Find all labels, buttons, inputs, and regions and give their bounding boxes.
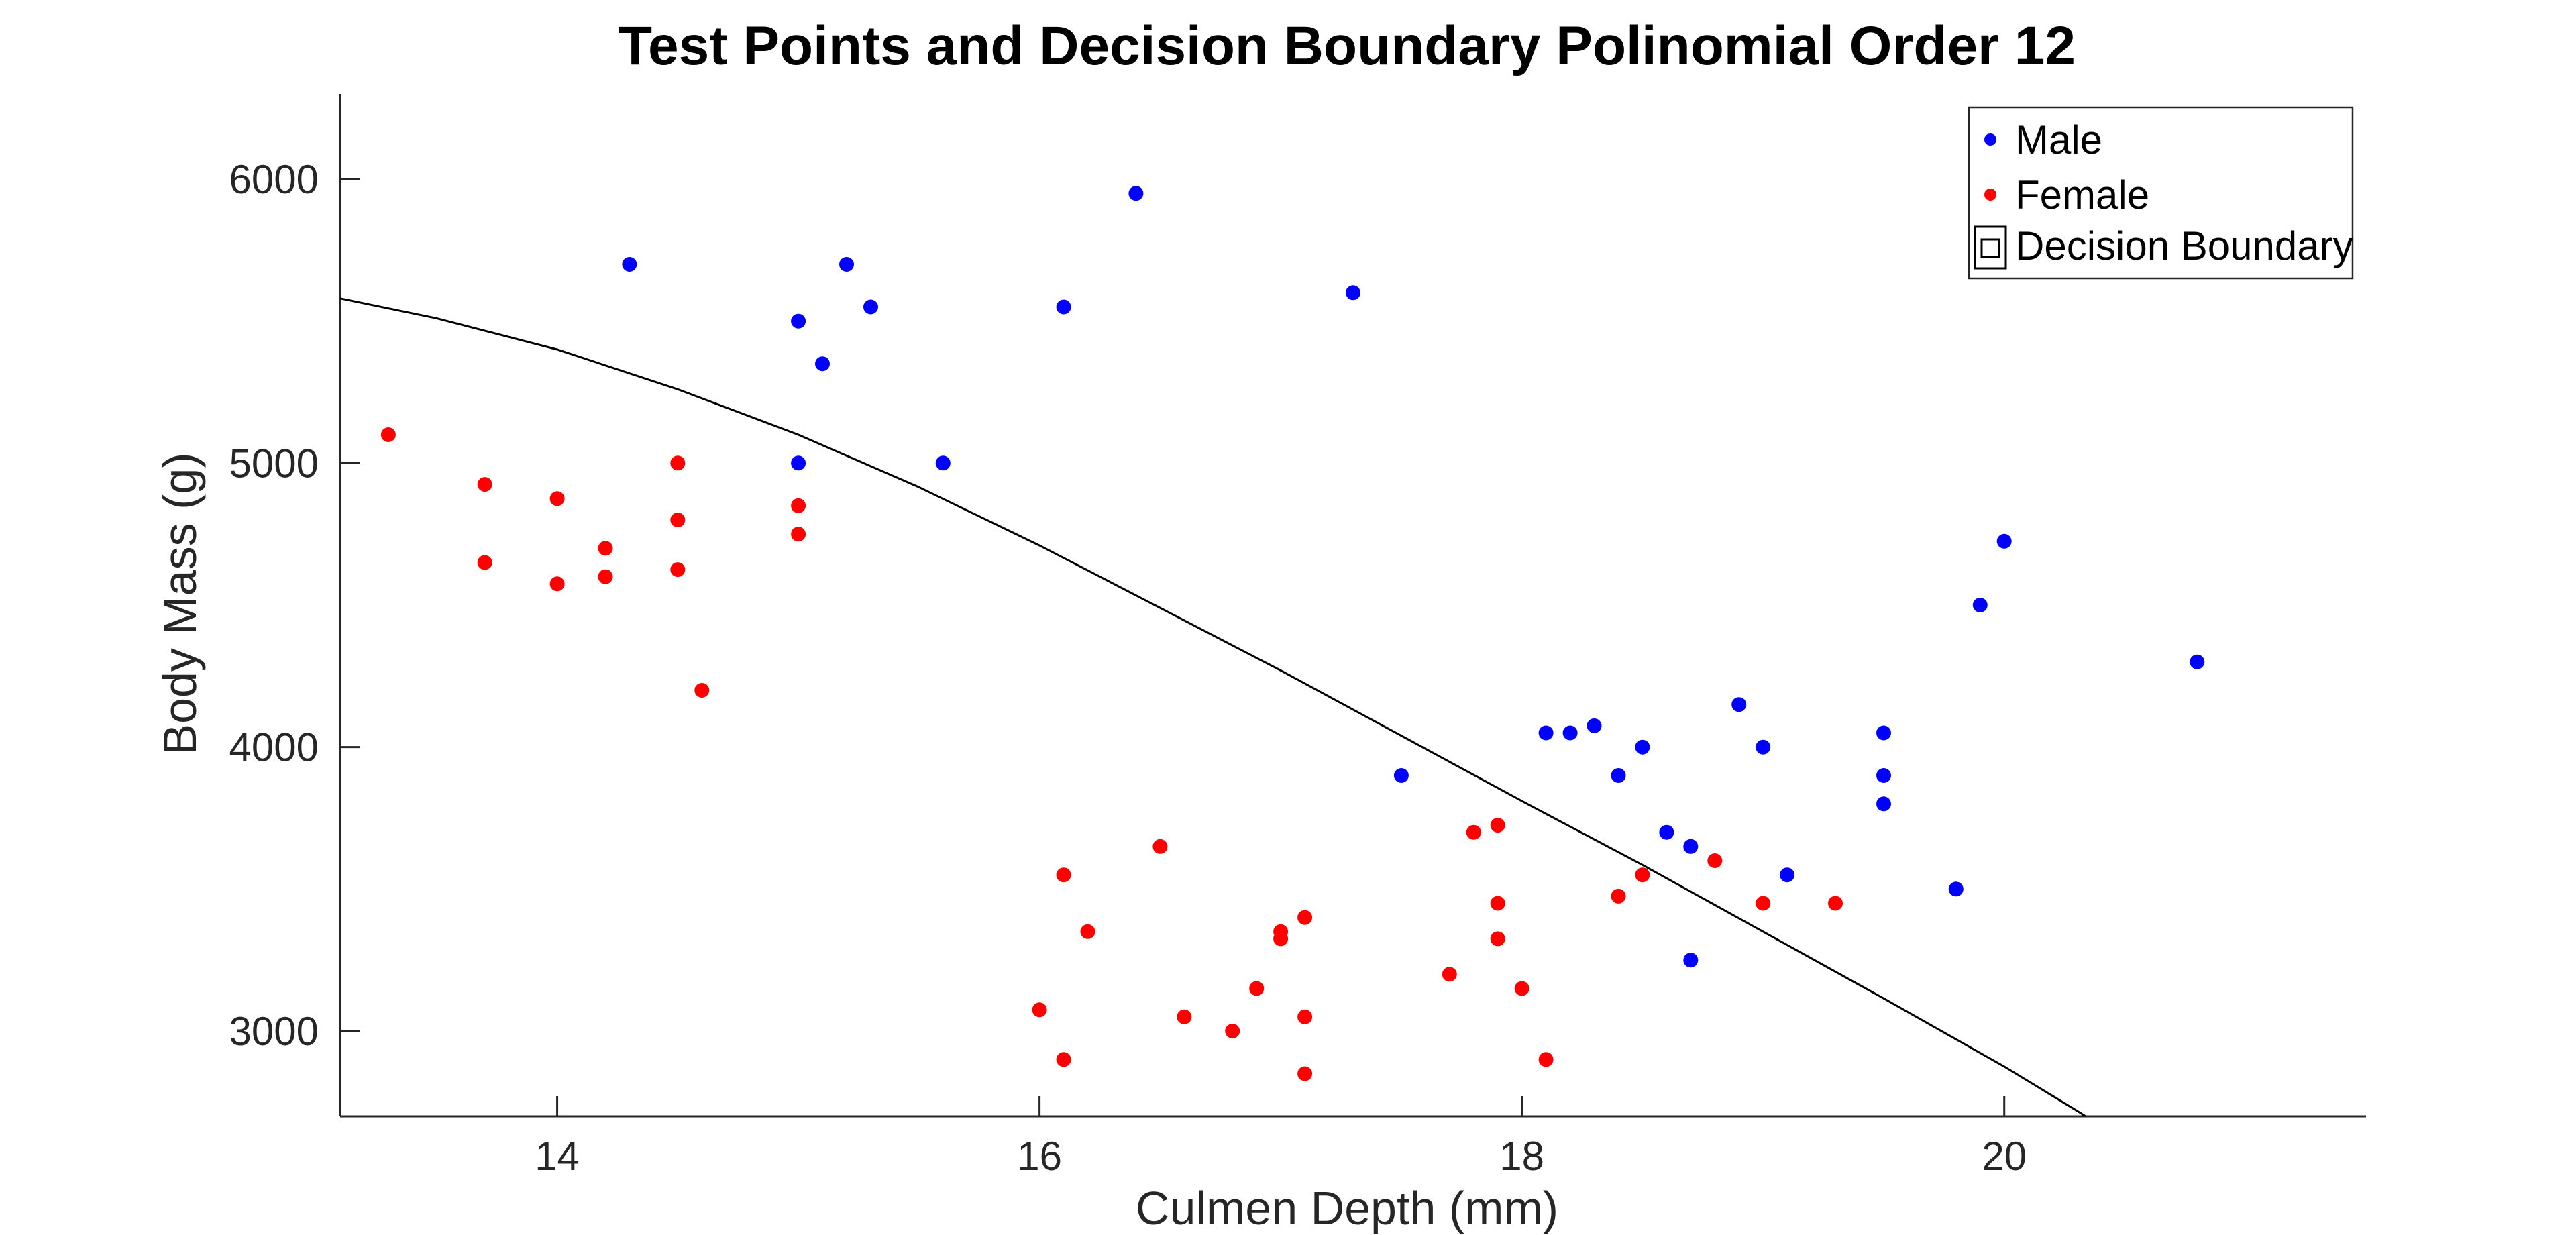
male-data-point (1056, 299, 1071, 315)
female-data-point (1707, 853, 1723, 868)
female-data-point (1225, 1024, 1240, 1038)
male-data-point (1972, 598, 1988, 612)
legend-female-marker (1984, 189, 1996, 201)
male-data-point (1756, 739, 1771, 755)
legend-boundary-inner-square (1980, 238, 2000, 258)
legend-boundary-label: Decision Boundary (2015, 223, 2353, 268)
male-data-point (1876, 725, 1891, 741)
female-points (380, 427, 1843, 1081)
female-data-point (670, 562, 686, 578)
female-data-point (598, 541, 613, 556)
female-data-point (1442, 967, 1457, 982)
male-data-point (935, 455, 951, 471)
female-data-point (1538, 1052, 1554, 1067)
male-data-point (1393, 768, 1409, 783)
female-data-point (380, 427, 396, 442)
x-axis-label: Culmen Depth (mm) (1136, 1182, 1558, 1234)
male-data-point (1683, 839, 1699, 854)
female-data-point (1297, 1066, 1313, 1081)
chart-title: Test Points and Decision Boundary Polino… (619, 15, 2076, 76)
female-data-point (1249, 981, 1265, 996)
legend-box (1968, 106, 2354, 280)
legend-male-label: Male (2015, 117, 2102, 162)
legend: Male Female Decision Boundary (1968, 106, 2354, 280)
y-tick-label: 3000 (229, 1009, 319, 1054)
male-data-point (815, 356, 830, 372)
male-data-point (1780, 867, 1795, 883)
male-data-point (2190, 654, 2205, 669)
y-tick-label: 4000 (229, 725, 319, 770)
male-data-point (791, 455, 806, 471)
male-data-point (863, 299, 878, 315)
x-tick-label: 14 (535, 1134, 580, 1179)
female-data-point (1756, 896, 1771, 911)
male-data-point (839, 257, 854, 272)
male-data-point (791, 313, 806, 329)
legend-male-marker (1984, 133, 1996, 146)
female-data-point (1273, 931, 1289, 947)
y-tick-label: 5000 (229, 441, 319, 486)
female-data-point (1152, 839, 1168, 854)
female-data-point (1828, 896, 1843, 911)
x-tick-label: 18 (1499, 1134, 1544, 1179)
plot-area (340, 186, 2205, 1116)
female-data-point (1514, 981, 1529, 996)
female-data-point (1297, 910, 1313, 925)
y-axis-label: Body Mass (g) (154, 452, 206, 755)
x-tick-label: 16 (1017, 1134, 1062, 1179)
legend-item-male: Male (1984, 117, 2102, 162)
female-data-point (791, 498, 806, 513)
female-data-point (1490, 818, 1505, 833)
male-data-point (1538, 725, 1554, 741)
male-data-point (1948, 881, 1964, 897)
legend-female-label: Female (2015, 172, 2149, 217)
female-data-point (1056, 867, 1071, 883)
female-data-point (598, 569, 613, 584)
legend-item-decision-boundary: Decision Boundary (1974, 223, 2353, 270)
y-ticks: 3000 4000 5000 6000 (229, 157, 360, 1054)
male-data-point (1611, 768, 1626, 783)
male-data-point (1731, 697, 1747, 712)
female-data-point (1490, 931, 1505, 947)
female-data-point (1056, 1052, 1071, 1067)
male-data-point (1659, 824, 1674, 840)
decision-boundary-line (340, 297, 2088, 1116)
legend-boundary-marker (1974, 225, 2007, 270)
female-data-point (791, 527, 806, 542)
male-data-point (1876, 796, 1891, 812)
male-data-point (1876, 768, 1891, 783)
female-data-point (670, 513, 686, 527)
y-tick-label: 6000 (229, 157, 319, 202)
female-data-point (477, 477, 492, 492)
female-data-point (670, 455, 686, 471)
male-data-point (1635, 739, 1650, 755)
female-data-point (549, 491, 565, 506)
female-data-point (1177, 1009, 1192, 1024)
female-data-point (1080, 924, 1095, 939)
male-points (622, 186, 2205, 968)
female-data-point (1490, 896, 1505, 911)
male-data-point (622, 257, 637, 272)
female-data-point (477, 555, 492, 570)
male-data-point (1346, 285, 1360, 301)
male-data-point (1683, 953, 1699, 968)
legend-item-female: Female (1984, 172, 2149, 217)
male-data-point (1128, 186, 1144, 201)
female-data-point (1032, 1002, 1047, 1018)
female-data-point (694, 683, 710, 698)
male-data-point (1562, 725, 1578, 741)
female-data-point (1297, 1009, 1313, 1024)
x-tick-label: 20 (1982, 1134, 2027, 1179)
female-data-point (549, 576, 565, 592)
female-data-point (1466, 824, 1481, 840)
female-data-point (1611, 888, 1626, 904)
female-data-point (1635, 867, 1650, 883)
male-data-point (1587, 718, 1602, 733)
plot-axes (339, 94, 2366, 1118)
male-data-point (1996, 533, 2012, 549)
x-ticks: 14 16 18 20 (535, 1096, 2027, 1179)
